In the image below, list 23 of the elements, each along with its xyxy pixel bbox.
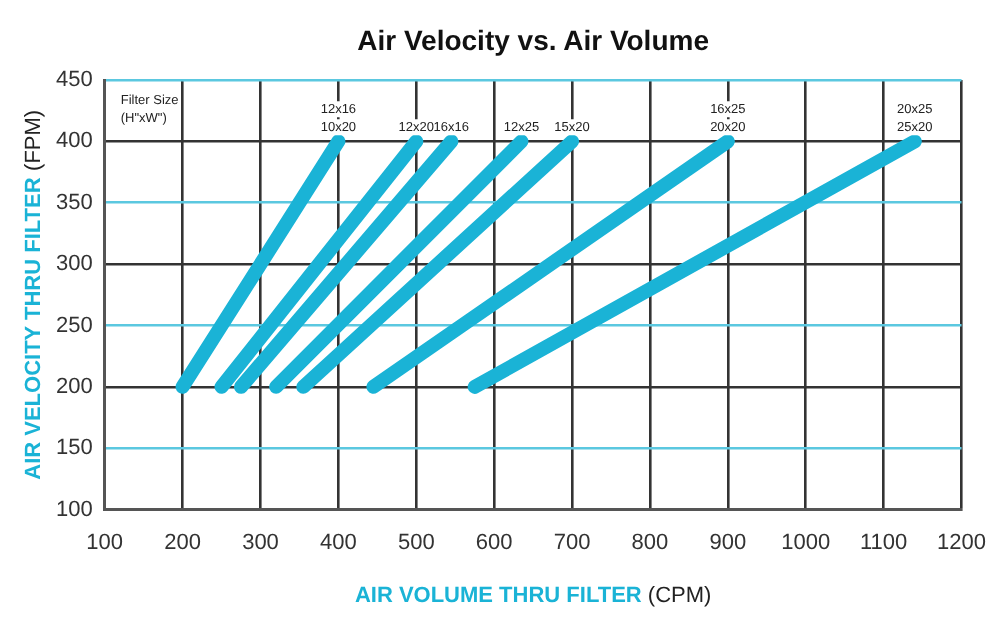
y-tick-label: 350 bbox=[55, 190, 93, 215]
x-tick-label: 800 bbox=[631, 530, 669, 555]
x-tick-label: 600 bbox=[475, 530, 513, 555]
y-tick-label: 150 bbox=[55, 436, 93, 461]
y-tick-label: 100 bbox=[55, 497, 93, 522]
y-tick-label: 250 bbox=[55, 313, 93, 338]
x-tick-label: 300 bbox=[242, 530, 279, 555]
x-tick-label: 200 bbox=[164, 530, 201, 555]
y-tick-label: 300 bbox=[55, 252, 93, 277]
x-axis-title: AIR VOLUME THRU FILTER (CPM) bbox=[354, 584, 712, 609]
x-tick-label: 1100 bbox=[859, 530, 908, 555]
y-tick-label: 200 bbox=[55, 374, 93, 399]
y-tick-label: 450 bbox=[55, 68, 93, 93]
x-tick-label: 700 bbox=[553, 530, 591, 555]
x-tick-label: 1200 bbox=[937, 530, 987, 555]
x-tick-label: 500 bbox=[397, 530, 435, 555]
x-tick-label: 400 bbox=[320, 530, 357, 555]
x-tick-label: 100 bbox=[86, 530, 124, 555]
x-tick-label: 1000 bbox=[781, 530, 831, 555]
y-tick-label: 400 bbox=[55, 129, 93, 154]
y-axis-title: AIR VELOCITY THRU FILTER (FPM) bbox=[22, 109, 47, 480]
x-tick-label: 900 bbox=[709, 530, 747, 555]
chart-title: Air Velocity vs. Air Volume bbox=[357, 23, 710, 56]
